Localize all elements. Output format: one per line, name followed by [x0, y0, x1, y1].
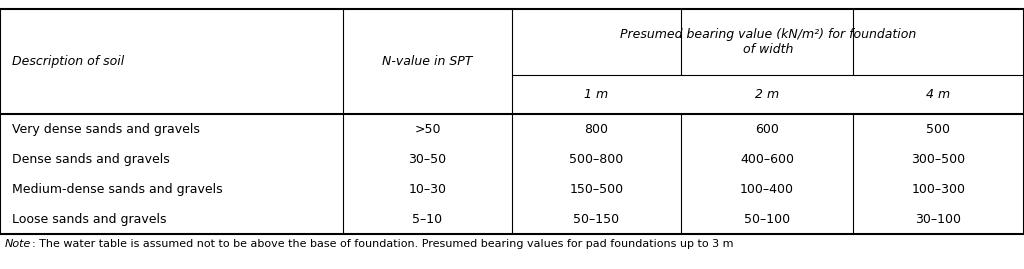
Text: 50–100: 50–100 — [743, 213, 791, 226]
Text: 1 m: 1 m — [585, 88, 608, 101]
Text: 50–150: 50–150 — [573, 213, 620, 226]
Text: 500: 500 — [927, 123, 950, 136]
Text: N-value in SPT: N-value in SPT — [382, 55, 473, 68]
Text: Dense sands and gravels: Dense sands and gravels — [12, 153, 170, 166]
Text: 100–300: 100–300 — [911, 183, 966, 196]
Text: 500–800: 500–800 — [569, 153, 624, 166]
Text: Presumed bearing value (kN/m²) for foundation
of width: Presumed bearing value (kN/m²) for found… — [620, 28, 916, 56]
Text: 4 m: 4 m — [927, 88, 950, 101]
Text: : The water table is assumed not to be above the base of foundation. Presumed be: : The water table is assumed not to be a… — [32, 239, 733, 249]
Text: 100–400: 100–400 — [740, 183, 794, 196]
Text: Description of soil: Description of soil — [12, 55, 125, 68]
Text: 800: 800 — [585, 123, 608, 136]
Text: Loose sands and gravels: Loose sands and gravels — [12, 213, 167, 226]
Text: 400–600: 400–600 — [740, 153, 794, 166]
Text: Note: Note — [5, 239, 32, 249]
Text: 10–30: 10–30 — [409, 183, 446, 196]
Text: 2 m: 2 m — [755, 88, 779, 101]
Text: 5–10: 5–10 — [413, 213, 442, 226]
Text: 600: 600 — [755, 123, 779, 136]
Text: 30–100: 30–100 — [915, 213, 962, 226]
Text: 150–500: 150–500 — [569, 183, 624, 196]
Text: >50: >50 — [415, 123, 440, 136]
Text: 30–50: 30–50 — [409, 153, 446, 166]
Text: Very dense sands and gravels: Very dense sands and gravels — [12, 123, 200, 136]
Text: 300–500: 300–500 — [911, 153, 966, 166]
Text: Medium-dense sands and gravels: Medium-dense sands and gravels — [12, 183, 223, 196]
